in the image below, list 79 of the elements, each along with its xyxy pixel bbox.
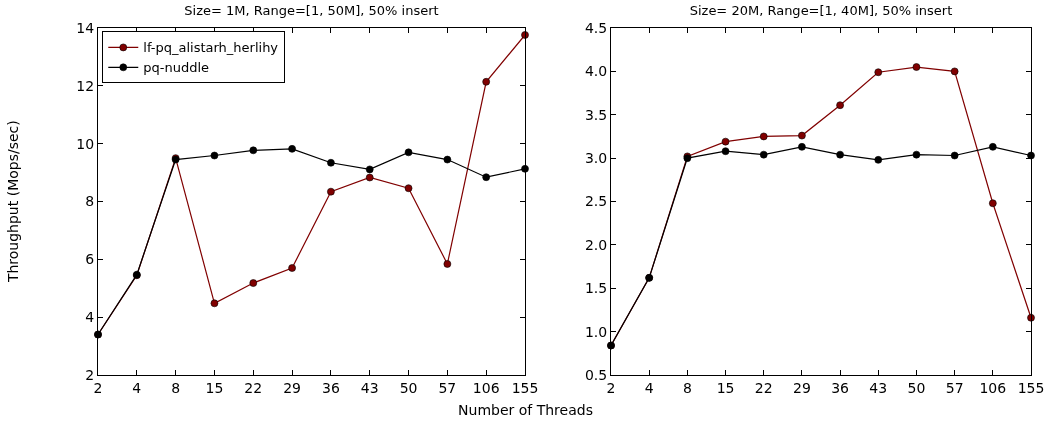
y-tick-label: 4: [85, 309, 95, 326]
point: [249, 279, 258, 287]
x-tick-label: 36: [831, 379, 850, 396]
point: [365, 173, 374, 182]
point: [759, 150, 768, 159]
x-tick-label: 57: [945, 379, 964, 396]
point: [989, 143, 997, 151]
x-tick-label: 43: [869, 379, 888, 396]
point: [443, 155, 452, 164]
point: [521, 31, 529, 39]
point: [836, 101, 844, 110]
point: [950, 151, 959, 160]
point: [327, 158, 335, 167]
point: [288, 145, 296, 153]
point: [798, 131, 806, 140]
point: [836, 150, 844, 159]
point: [1027, 313, 1035, 322]
y-tick-label: 2: [85, 366, 95, 383]
chart-title: Size= 1M, Range=[1, 50M], 50% insert: [184, 3, 439, 19]
x-tick-label: 106: [472, 379, 500, 396]
x-tick-label: 57: [438, 379, 457, 396]
x-axis-title: Number of Threads: [457, 402, 594, 418]
y-tick-label: 4.0: [584, 63, 608, 80]
point: [721, 147, 730, 155]
point: [759, 132, 768, 141]
y-tick-label: 1.5: [584, 280, 608, 297]
point: [365, 165, 374, 174]
y-tick-label: 4.5: [584, 19, 608, 36]
point: [950, 67, 959, 76]
x-tick-label: 29: [793, 379, 811, 396]
x-tick-label: 4: [644, 379, 654, 396]
x-tick-label: 8: [171, 379, 181, 396]
point: [210, 299, 219, 308]
point: [404, 148, 413, 157]
y-tick-label: 2.0: [584, 236, 608, 253]
point: [912, 63, 921, 71]
y-tick-label: 3.5: [584, 106, 608, 123]
x-tick-label: 29: [283, 379, 301, 396]
y-tick-label: 3.0: [584, 150, 608, 167]
x-tick-label: 50: [907, 379, 926, 396]
point: [874, 156, 883, 164]
legend-label: lf-pq_alistarh_herlihy: [143, 40, 279, 56]
y-tick-label: 0.5: [584, 366, 608, 383]
y-axis-title: Throughput (Mops/sec): [5, 120, 22, 284]
y-tick-label: 14: [76, 19, 95, 36]
x-tick-label: 15: [205, 379, 224, 396]
chart-title: Size= 20M, Range=[1, 40M], 50% insert: [689, 3, 953, 19]
x-tick-label: 4: [132, 379, 142, 396]
point: [874, 68, 883, 77]
x-tick-label: 155: [1017, 379, 1045, 396]
y-tick-label: 2.5: [584, 193, 608, 210]
y-tick-label: 8: [85, 193, 95, 210]
point: [989, 199, 997, 208]
point: [482, 173, 490, 182]
x-tick-label: 106: [979, 379, 1007, 396]
point: [521, 165, 529, 173]
point: [912, 150, 921, 159]
legend-label: pq-nuddle: [143, 60, 210, 76]
x-tick-label: 50: [399, 379, 418, 396]
point: [721, 137, 730, 146]
point: [482, 77, 490, 86]
y-tick-label: 12: [76, 77, 95, 94]
x-tick-label: 22: [754, 379, 773, 396]
point: [327, 187, 335, 196]
x-tick-label: 43: [360, 379, 379, 396]
y-tick-label: 1.0: [584, 323, 608, 340]
y-tick-label: 10: [76, 135, 95, 152]
x-tick-label: 15: [716, 379, 735, 396]
point: [404, 184, 413, 192]
point: [249, 146, 258, 155]
x-tick-label: 22: [244, 379, 263, 396]
point: [798, 143, 806, 151]
y-tick-label: 6: [85, 251, 95, 268]
point: [443, 260, 452, 268]
x-tick-label: 155: [511, 379, 539, 396]
x-tick-label: 8: [682, 379, 692, 396]
x-tick-label: 36: [322, 379, 340, 396]
point: [210, 151, 219, 160]
point: [288, 264, 296, 272]
